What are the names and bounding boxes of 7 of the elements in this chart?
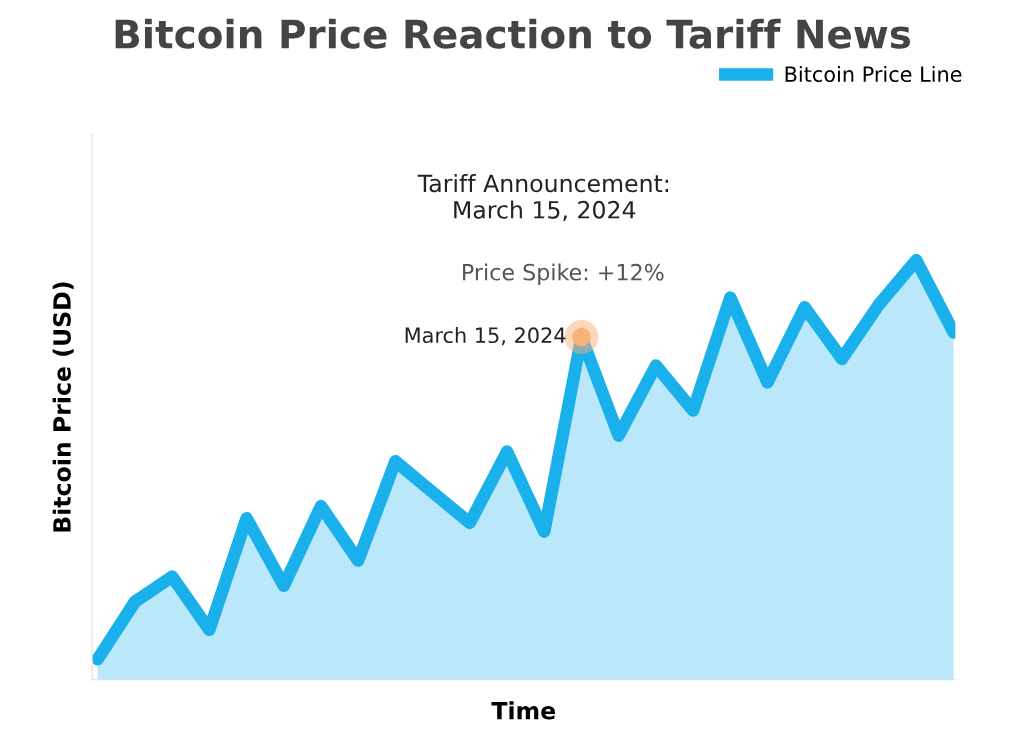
legend-label: Bitcoin Price Line <box>785 65 962 83</box>
y-axis-title: Bitcoin Price (USD) <box>52 282 74 532</box>
text: Tariff Announcement: March 15, 2024 <box>417 173 669 222</box>
chart-title: Bitcoin Price Reaction to Tariff News <box>115 18 911 49</box>
annotation: March 15, 2024 <box>405 326 566 346</box>
annotation: Price Spike: +12% <box>463 263 664 285</box>
x-axis-title: Time <box>491 701 556 720</box>
